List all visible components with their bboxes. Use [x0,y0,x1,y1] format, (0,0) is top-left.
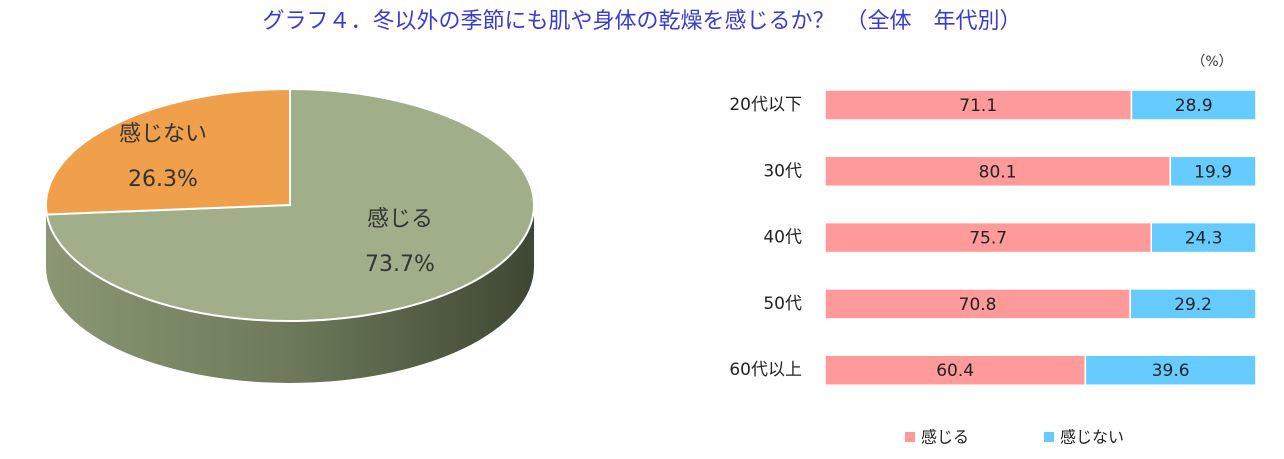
y-tick-label: 60代以上 [729,360,802,380]
slice-label: 感じない [119,122,207,147]
legend-label: 感じる [921,428,969,447]
legend-swatch [905,432,915,442]
value-label: 80.1 [979,162,1017,182]
y-tick-label: 20代以下 [729,95,802,115]
bar [1169,155,1257,188]
slice-value: 73.7% [365,252,435,277]
value-label: 29.2 [1174,295,1212,315]
bar [824,89,1133,121]
pie-slice [45,87,291,216]
pie-side [46,205,534,383]
slice-value: 26.3% [128,167,198,192]
value-label: 28.9 [1175,96,1213,116]
value-label: 75.7 [969,229,1007,249]
bar [824,155,1171,188]
y-tick-label: 50代 [763,294,802,314]
value-label: 70.8 [959,295,997,315]
bar [824,354,1087,386]
bar [1084,354,1257,386]
bar [1129,288,1257,320]
legend-label: 感じない [1060,428,1124,447]
value-label: 71.1 [959,96,997,116]
value-label: 19.9 [1194,162,1232,182]
bar [1130,89,1257,121]
value-label: 39.6 [1152,361,1190,381]
slice-label: 感じる [367,207,433,232]
bar [1150,221,1257,254]
chart-title: グラフ４．冬以外の季節にも肌や身体の乾燥を感じるか？ （全体 年代別） [262,9,1021,34]
y-tick-label: 30代 [763,161,802,181]
unit-label: （%） [1191,54,1232,70]
value-label: 24.3 [1185,229,1223,249]
legend-swatch [1044,432,1054,442]
bar [824,221,1153,254]
value-label: 60.4 [936,361,974,381]
y-tick-label: 40代 [763,228,802,248]
